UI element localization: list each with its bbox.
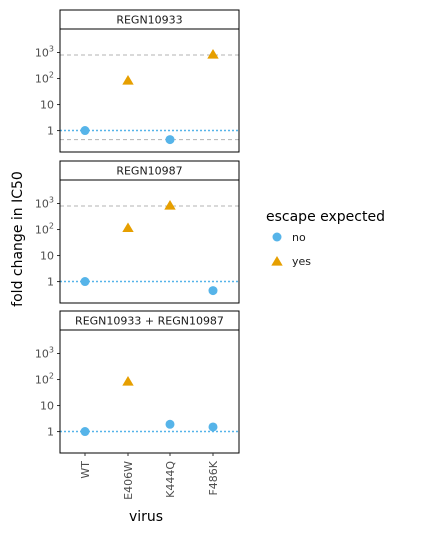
y-tick-label: 1 [47, 125, 54, 138]
point-e406w [122, 75, 134, 85]
legend: escape expected no yes [266, 209, 385, 268]
y-axis-title: fold change in IC50 [10, 171, 26, 307]
legend-label-no: no [292, 231, 306, 244]
panel-regn10933-regn10987: REGN10933 + REGN10987 1 10 102 103 [35, 310, 240, 454]
y-tick-label: 10 [40, 400, 54, 413]
legend-key-no [272, 232, 282, 242]
x-tick-label: E406W [122, 461, 135, 500]
panel-title: REGN10933 + REGN10987 [75, 315, 224, 328]
y-tick-label: 1 [47, 276, 54, 289]
point-e406w [122, 222, 134, 233]
point-e406w [122, 376, 134, 386]
y-tick-label: 103 [35, 195, 54, 210]
point-wt [80, 126, 90, 136]
y-tick-label: 10 [40, 250, 54, 263]
y-tick-label: 102 [35, 222, 54, 237]
y-tick-label: 102 [35, 372, 54, 387]
y-tick-label: 103 [35, 345, 54, 360]
legend-label-yes: yes [292, 255, 311, 268]
point-f486k [208, 422, 218, 432]
panel-title: REGN10933 [116, 14, 182, 27]
x-tick-label: WT [79, 461, 92, 479]
point-f486k [208, 286, 218, 296]
panel-border [59, 329, 240, 454]
y-tick-label: 1 [47, 426, 54, 439]
x-tick-label: K444Q [164, 461, 177, 498]
point-k444q [165, 135, 175, 145]
point-k444q [164, 200, 176, 210]
legend-key-yes [271, 256, 283, 266]
point-wt [80, 427, 90, 437]
legend-title: escape expected [266, 209, 385, 225]
y-tick-label: 103 [35, 44, 54, 59]
panel-border [59, 28, 240, 153]
y-tick-label: 102 [35, 71, 54, 86]
panels-layer: REGN10933110102103REGN10987110102103REGN… [35, 9, 240, 454]
y-tick-label: 10 [40, 99, 54, 112]
point-k444q [165, 419, 175, 429]
x-tick-label: F486K [207, 460, 220, 495]
panel-title: REGN10987 [116, 165, 182, 178]
x-axis: WT E406W K444Q F486K [79, 453, 220, 500]
panel-regn10987: REGN10987 1 10 102 103 [35, 160, 240, 304]
point-f486k [207, 49, 219, 59]
point-wt [80, 277, 90, 287]
panel-regn10933: REGN10933 1 10 102 103 [35, 9, 240, 153]
panel-border [59, 179, 240, 304]
x-axis-title: virus [129, 509, 163, 525]
